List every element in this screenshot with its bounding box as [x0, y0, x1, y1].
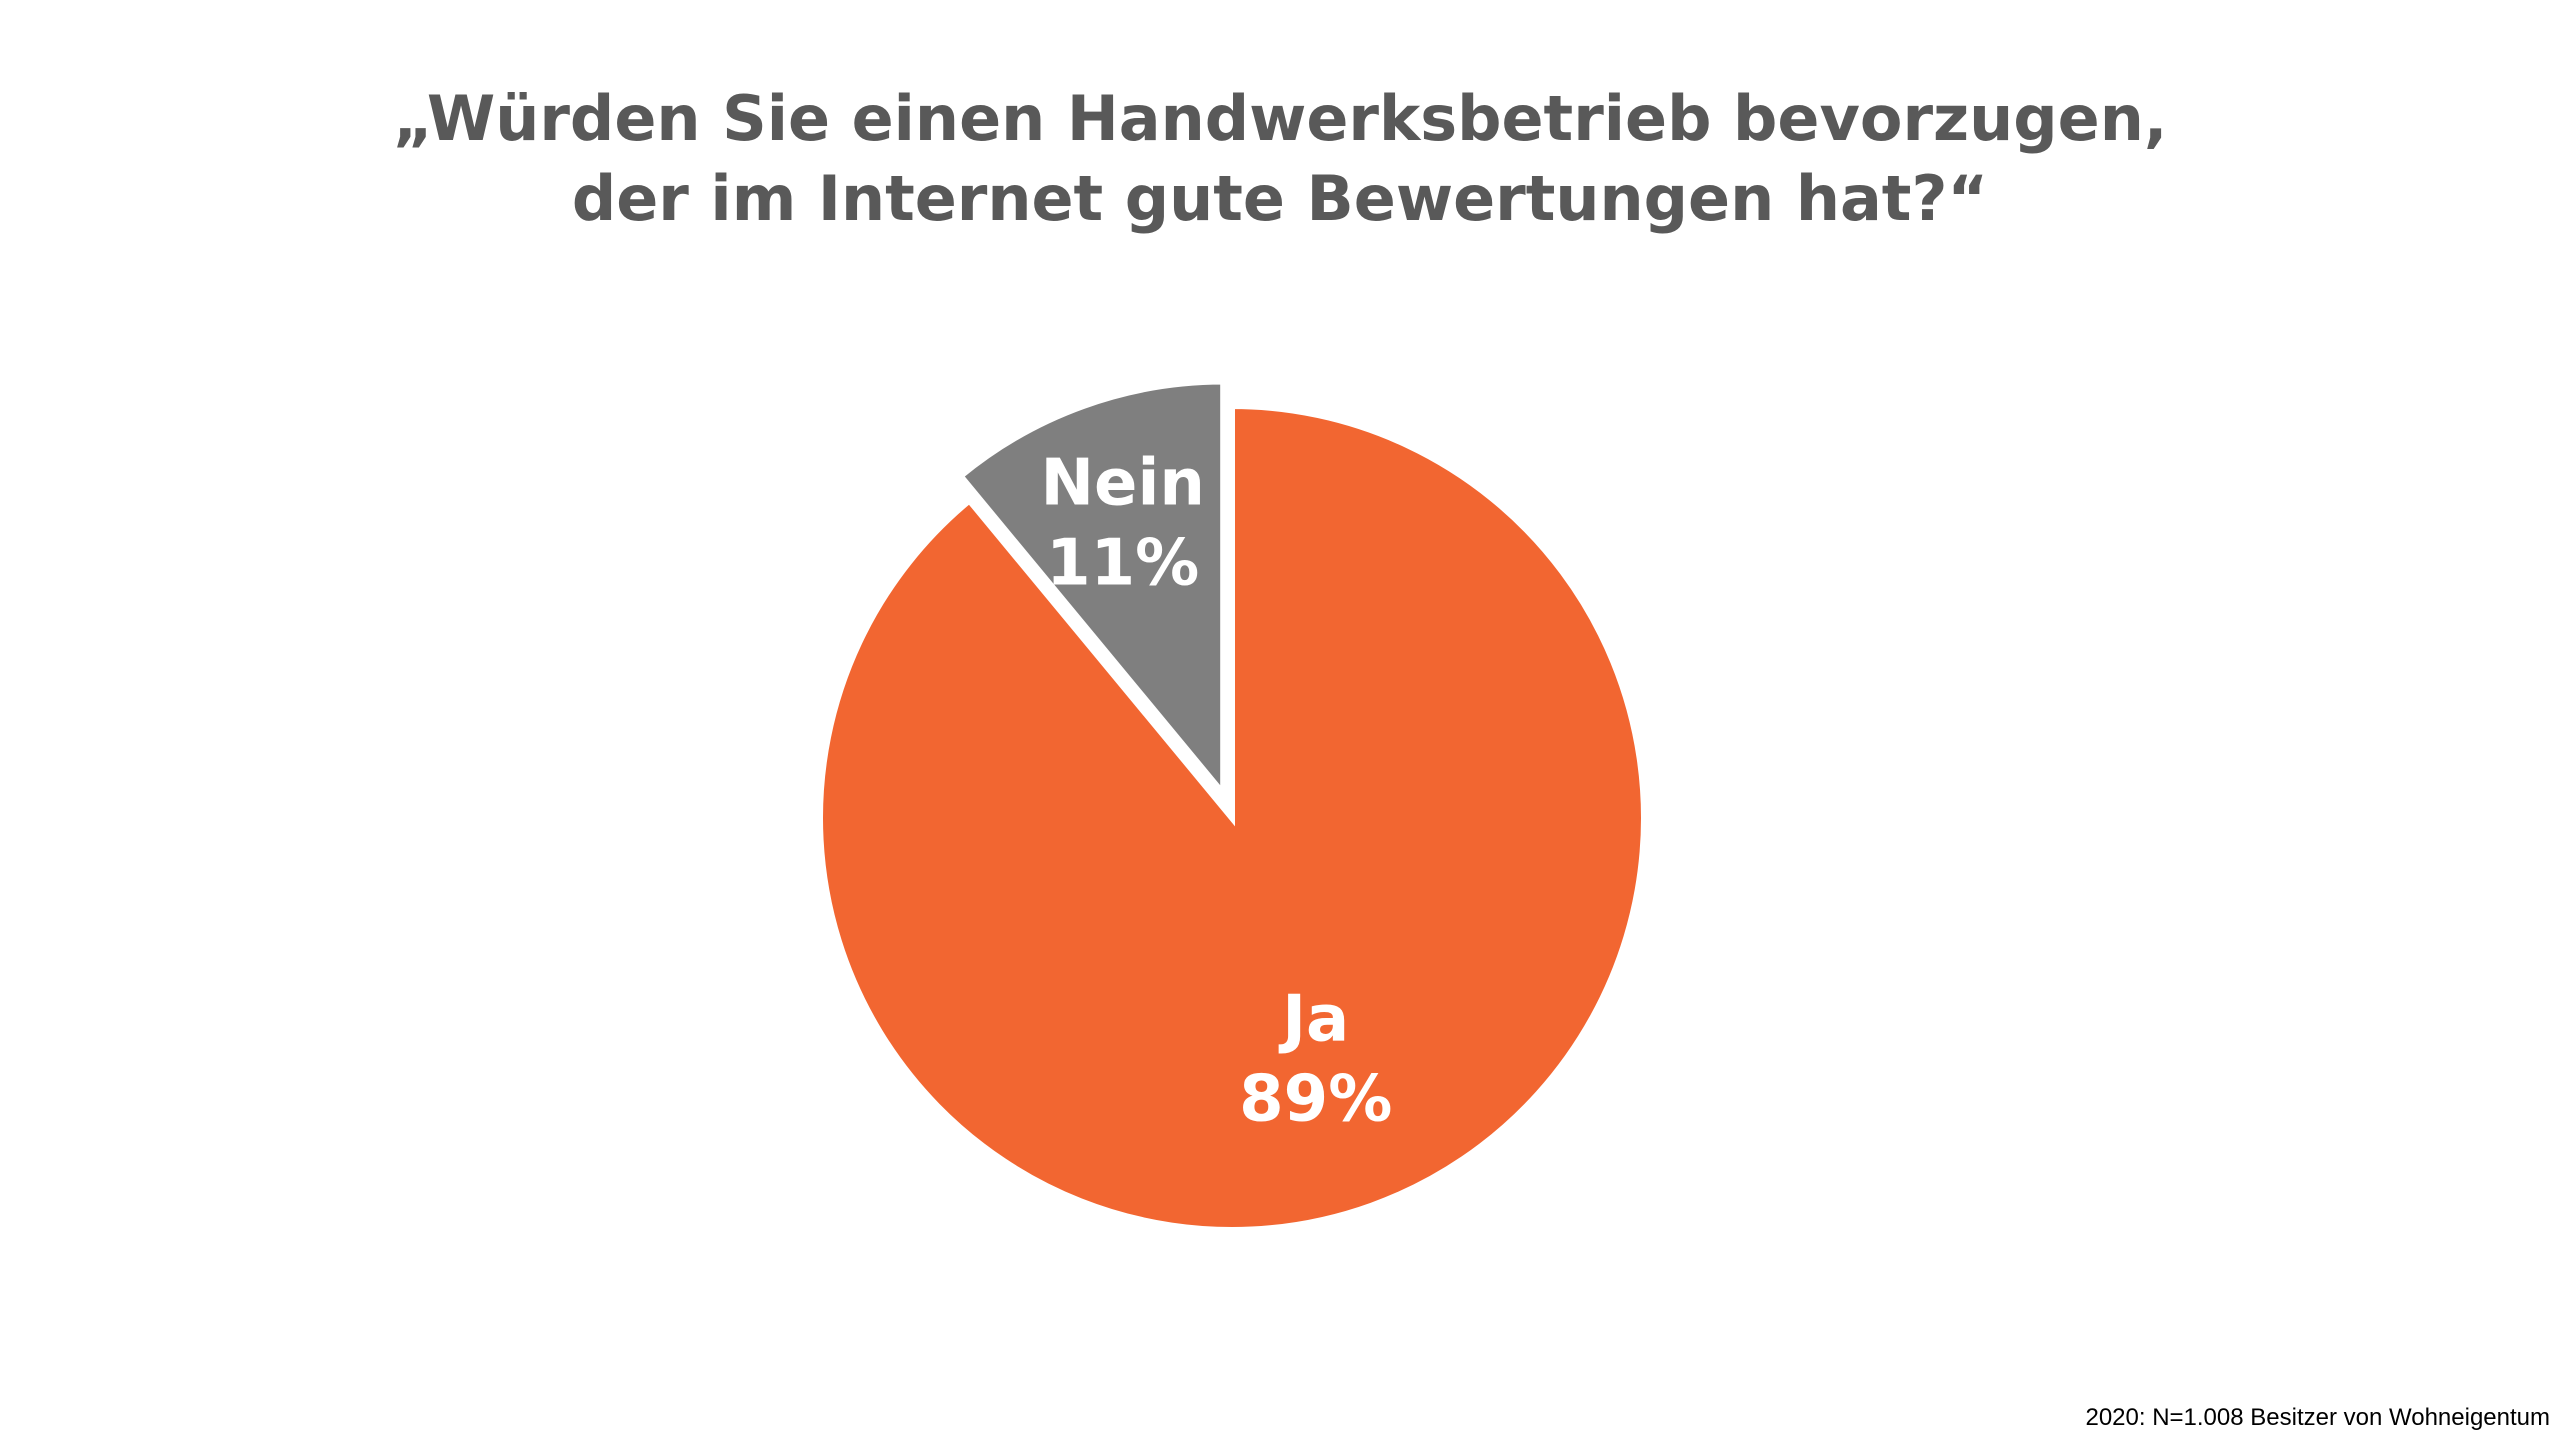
chart-title-line-1: „Würden Sie einen Handwerksbetrieb bevor…: [392, 82, 2168, 155]
chart-title-line-2: der im Internet gute Bewertungen hat?“: [571, 162, 1989, 235]
slice-value-ja: 89%: [1239, 1063, 1392, 1137]
footnote: 2020: N=1.008 Besitzer von Wohneigentum: [2085, 1404, 2550, 1431]
slice-label-ja: Ja: [1278, 983, 1349, 1057]
slice-label-nein: Nein: [1040, 446, 1204, 520]
pie-slice-nein: [956, 378, 1227, 802]
slice-value-nein: 11%: [1046, 526, 1199, 600]
pie-slice-ja: [817, 402, 1647, 1233]
